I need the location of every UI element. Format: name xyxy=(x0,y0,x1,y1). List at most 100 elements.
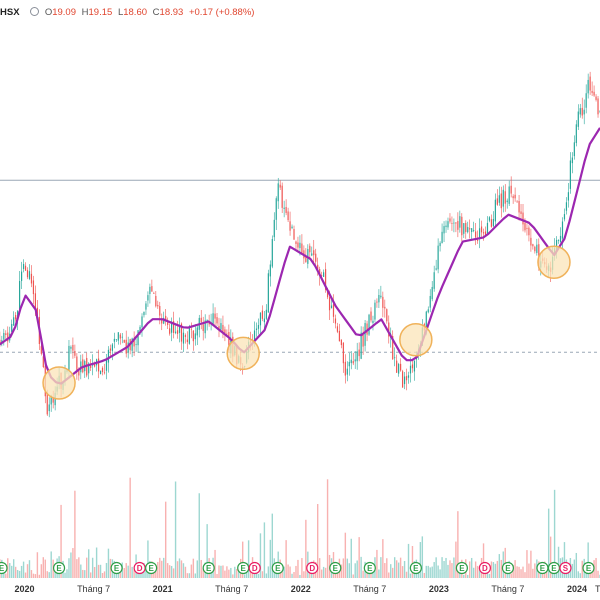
candle-body xyxy=(34,293,37,310)
event-marker-earnings[interactable]: E xyxy=(329,561,342,575)
volume-bar xyxy=(457,511,459,578)
event-marker-earnings[interactable]: E xyxy=(202,561,215,575)
candle-body xyxy=(332,304,335,317)
volume-bar xyxy=(38,574,41,578)
candle-body xyxy=(557,240,560,241)
event-marker-earnings[interactable]: E xyxy=(363,561,376,575)
candle-body xyxy=(536,244,538,253)
volume-bar xyxy=(84,570,86,578)
event-marker-earnings[interactable]: E xyxy=(52,561,66,575)
candle-body xyxy=(22,264,25,269)
event-marker-icon xyxy=(409,561,422,575)
candle-body xyxy=(261,310,264,319)
candle-body xyxy=(400,363,402,371)
volume-bar xyxy=(360,556,362,578)
volume-bar xyxy=(520,569,522,578)
candle-body xyxy=(214,313,216,319)
event-marker-earnings[interactable]: E xyxy=(110,561,123,575)
visibility-toggle-icon[interactable] xyxy=(30,7,40,16)
volume-bar xyxy=(322,566,325,578)
candle-body xyxy=(295,241,297,244)
event-marker-earnings[interactable]: E xyxy=(0,561,8,575)
volume-bar xyxy=(117,570,120,578)
volume-bar xyxy=(184,566,187,578)
volume-bar xyxy=(388,572,390,578)
candle-body xyxy=(579,108,581,115)
candle-body xyxy=(94,362,96,367)
volume-bar xyxy=(567,571,570,578)
event-marker-dividend[interactable]: S xyxy=(559,561,572,575)
volume-bar xyxy=(188,573,191,578)
volume-bar xyxy=(76,559,78,578)
volume-bar xyxy=(174,481,177,578)
volume-bar xyxy=(551,571,554,578)
candle-body xyxy=(171,321,173,333)
volume-bar xyxy=(407,543,410,578)
volume-bar xyxy=(401,566,404,578)
event-marker-label: E xyxy=(0,564,5,573)
candle-body xyxy=(52,397,54,403)
volume-bar xyxy=(226,566,228,578)
candle-body xyxy=(121,336,123,338)
candle-body xyxy=(301,243,303,254)
highlight-circle-1 xyxy=(42,366,76,400)
candle-body xyxy=(32,280,35,295)
event-marker-label: E xyxy=(56,564,62,573)
candle-body xyxy=(169,328,171,334)
event-marker-dividend[interactable]: D xyxy=(248,561,261,575)
x-tick-label: 2022 xyxy=(291,584,311,594)
x-tick-label: Tháng 7 xyxy=(77,584,110,594)
volume-bar xyxy=(36,552,39,578)
candle-body xyxy=(82,359,84,373)
event-marker-dividend[interactable]: D xyxy=(478,561,492,575)
volume-bar xyxy=(18,570,21,578)
event-marker-earnings[interactable]: E xyxy=(409,561,422,575)
candle-body xyxy=(194,333,196,340)
volume-bar xyxy=(492,562,495,578)
candle-body xyxy=(435,268,437,270)
candle-body xyxy=(42,356,44,368)
volume-bar xyxy=(431,566,433,578)
volume-bar xyxy=(380,557,382,578)
candle-body xyxy=(518,201,520,213)
volume-bar xyxy=(131,566,133,578)
event-marker-earnings[interactable]: E xyxy=(237,561,250,575)
event-marker-earnings[interactable]: E xyxy=(501,561,515,575)
volume-bar xyxy=(425,565,427,578)
event-marker-label: E xyxy=(275,564,281,573)
volume-bar xyxy=(82,569,84,578)
volume-bar xyxy=(441,557,443,578)
x-tick-label: 2023 xyxy=(429,584,449,594)
symbol-label: HSX xyxy=(0,7,20,18)
event-marker-label: E xyxy=(114,564,120,573)
volume-bar xyxy=(103,571,106,578)
candle-body xyxy=(459,216,461,228)
volume-bar xyxy=(348,563,350,578)
volume-bar xyxy=(557,546,560,578)
volume-bar xyxy=(5,573,7,578)
candle-body xyxy=(326,290,329,298)
event-marker-earnings[interactable]: E xyxy=(536,561,549,575)
candle-body xyxy=(157,304,159,307)
candle-body xyxy=(405,376,408,381)
event-marker-earnings[interactable]: E xyxy=(145,561,158,575)
volume-bar xyxy=(447,564,449,578)
candle-body xyxy=(516,201,518,203)
event-marker-earnings[interactable]: E xyxy=(271,561,284,575)
volume-bar xyxy=(378,569,380,578)
volume-bar xyxy=(571,563,574,578)
candle-body xyxy=(178,326,181,333)
candle-body xyxy=(40,346,42,354)
event-marker-dividend[interactable]: D xyxy=(306,561,319,575)
candle-body xyxy=(26,270,29,278)
event-marker-earnings[interactable]: E xyxy=(582,561,595,575)
volume-bar xyxy=(105,562,108,578)
candle-body xyxy=(449,218,451,222)
event-marker-earnings[interactable]: E xyxy=(547,561,561,575)
event-marker-earnings[interactable]: E xyxy=(455,561,468,575)
volume-bar xyxy=(281,569,283,578)
candle-body xyxy=(465,222,467,232)
event-marker-dividend[interactable]: D xyxy=(133,561,146,575)
